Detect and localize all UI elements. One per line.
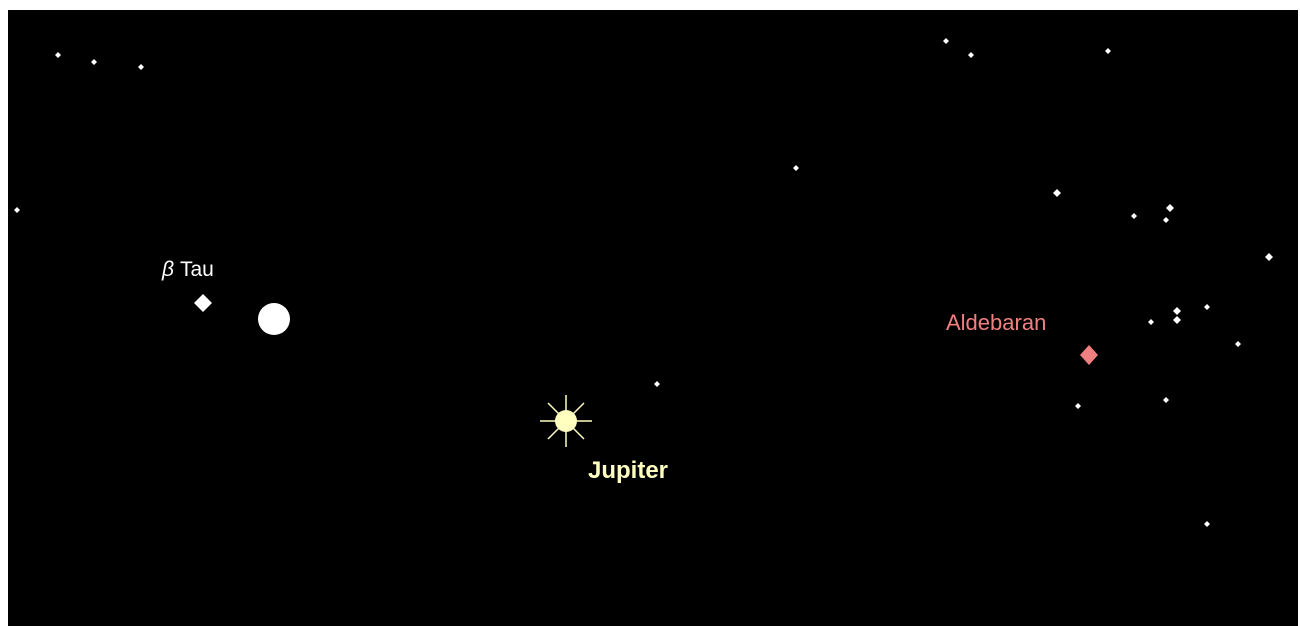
page: βTau Jupiter Aldebaran (() => { const da… [0, 0, 1300, 626]
constellation: Tau [180, 258, 214, 281]
aldebaran-label: Aldebaran [946, 310, 1046, 335]
greek-letter: β [161, 258, 174, 281]
bright-object [258, 303, 290, 335]
beta-tau-label: β Tau [161, 258, 214, 281]
jupiter-label: Jupiter [588, 457, 668, 484]
sky-chart: β Tau Jupiter Aldebaran [0, 0, 1300, 626]
sky-background [8, 10, 1298, 626]
